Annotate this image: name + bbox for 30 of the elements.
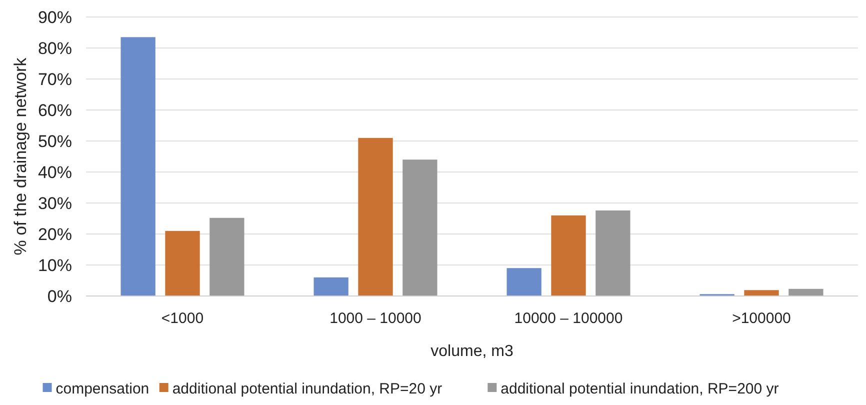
x-tick-label: 1000 – 10000 (330, 310, 422, 327)
y-axis-title: % of the drainage network (11, 57, 30, 256)
x-tick-label: <1000 (161, 310, 204, 327)
legend-label: additional potential inundation, RP=20 yr (172, 380, 442, 398)
bar (165, 230, 200, 296)
x-tick-label: 10000 – 100000 (514, 310, 623, 327)
y-tick-label: 90% (38, 8, 72, 27)
y-tick-label: 20% (38, 224, 72, 244)
bar (210, 218, 244, 296)
bar (788, 288, 824, 296)
bar (551, 215, 586, 296)
y-tick-label: 80% (38, 38, 72, 58)
bar (358, 138, 393, 296)
y-tick-label: 60% (38, 100, 72, 120)
x-tick-label: >100000 (732, 310, 791, 327)
y-tick-label: 10% (38, 256, 72, 275)
y-tick-label: 30% (38, 194, 72, 213)
bar (120, 37, 156, 296)
y-tick-label: 40% (38, 162, 72, 182)
y-tick-label: 50% (38, 132, 72, 151)
legend-label: compensation (56, 380, 150, 398)
bar (402, 160, 438, 296)
x-axis-title: volume, m3 (430, 343, 514, 360)
bar (596, 210, 630, 296)
y-tick-label: 70% (38, 70, 72, 89)
bar (314, 277, 348, 296)
legend-label: additional potential inundation, RP=200 yr (500, 380, 779, 398)
y-tick-label: 0% (47, 286, 72, 306)
bar (506, 268, 542, 296)
bar (744, 290, 779, 296)
